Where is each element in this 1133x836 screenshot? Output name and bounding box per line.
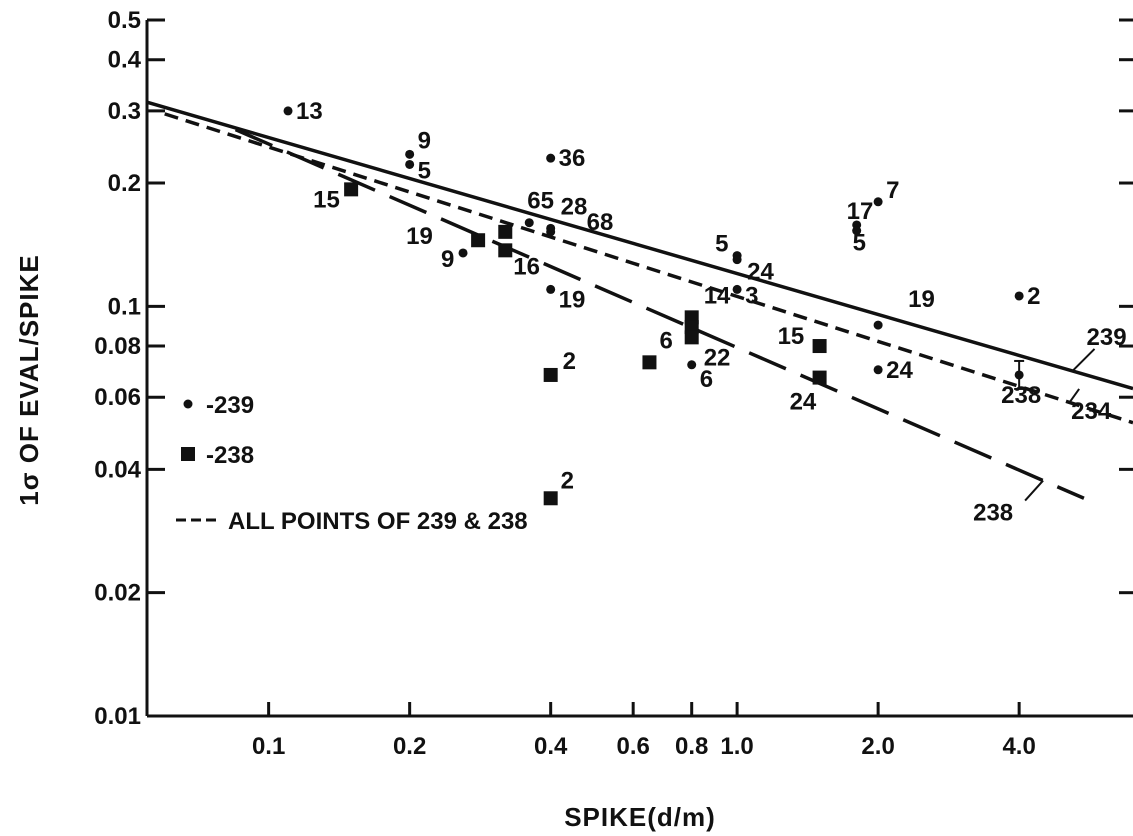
point-label: 28 <box>561 193 588 220</box>
x-tick-label: 4.0 <box>1002 733 1035 760</box>
annotation-leader <box>1068 388 1080 404</box>
point-label: 24 <box>747 259 774 286</box>
point-239 <box>732 255 742 265</box>
point-239 <box>732 284 742 294</box>
point-label: 9 <box>418 127 431 154</box>
point-239 <box>458 248 468 258</box>
point-238 <box>684 330 699 345</box>
x-tick-label: 1.0 <box>720 733 753 760</box>
data-points <box>283 106 1025 506</box>
point-label: 17 <box>847 198 874 225</box>
point-label: 36 <box>559 145 586 172</box>
legend-label: -238 <box>206 442 254 469</box>
x-tick-label: 2.0 <box>861 733 894 760</box>
x-axis-title: SPIKE(d/m) <box>564 802 716 832</box>
point-238 <box>543 367 558 382</box>
point-label: 14 <box>704 282 731 309</box>
point-label: 19 <box>559 286 586 313</box>
fit-line-short-dash <box>164 112 1133 425</box>
y-tick-label: 0.08 <box>94 333 141 360</box>
point-label: 19 <box>406 223 433 250</box>
point-239 <box>873 197 883 207</box>
legend: -239 -238 ALL POINTS OF 239 & 238 <box>176 392 528 535</box>
point-label: 24 <box>886 357 913 384</box>
legend-marker-square <box>181 447 195 461</box>
point-label: 5 <box>853 230 866 257</box>
point-label: 13 <box>296 98 323 125</box>
point-label: 2 <box>563 348 576 375</box>
y-tick-label: 0.06 <box>94 384 141 411</box>
point-label: 24 <box>790 389 817 416</box>
point-238 <box>344 182 359 197</box>
y-tick-label: 0.01 <box>94 703 141 730</box>
legend-label: -239 <box>206 392 254 419</box>
point-239 <box>524 218 534 228</box>
fit-line-label-239: 239 <box>1087 324 1127 351</box>
point-label: 15 <box>778 323 805 350</box>
point-label: 7 <box>886 177 899 204</box>
y-tick-label: 0.04 <box>94 456 141 483</box>
y-axis-title: 1σ OF EVAL/SPIKE <box>14 254 44 505</box>
point-239 <box>873 320 883 330</box>
point-label: 19 <box>908 286 935 313</box>
point-239 <box>1014 291 1024 301</box>
x-tick-label: 0.8 <box>675 733 708 760</box>
x-tick-label: 0.1 <box>252 733 285 760</box>
x-tick-label: 0.4 <box>534 733 568 760</box>
x-tick-label: 0.6 <box>616 733 649 760</box>
y-tick-label: 0.4 <box>108 47 142 74</box>
fit-line-long-dash <box>234 128 1085 500</box>
point-239 <box>405 159 415 169</box>
fit-label-leader <box>1071 348 1096 372</box>
point-239 <box>687 360 697 370</box>
y-tick-label: 0.5 <box>108 7 141 34</box>
point-238 <box>543 491 558 506</box>
point-label: 5 <box>715 231 728 258</box>
x-tick-label: 0.2 <box>393 733 426 760</box>
point-238 <box>642 355 657 370</box>
point-label: 3 <box>745 282 758 309</box>
point-239 <box>546 153 556 163</box>
point-238 <box>498 224 513 239</box>
fit-label-leader <box>1024 479 1044 502</box>
fit-line-label-238: 238 <box>973 500 1013 527</box>
axes: 0.5 0.4 0.3 0.2 0.1 0.08 0.06 0.04 0.02 0.01 0.1 0.… <box>94 7 1133 760</box>
point-239 <box>546 284 556 294</box>
point-239 <box>852 226 862 236</box>
fit-line-solid <box>146 100 1133 391</box>
y-tick-label: 0.1 <box>108 293 141 320</box>
point-239 <box>546 227 556 237</box>
point-label: 16 <box>513 253 540 280</box>
point-238 <box>498 243 513 258</box>
y-tick-label: 0.3 <box>108 98 141 125</box>
point-label: 65 <box>527 188 554 215</box>
point-239 <box>405 149 415 159</box>
y-tick-label: 0.2 <box>108 170 141 197</box>
point-label: 5 <box>418 157 431 184</box>
point-label: 238 <box>1001 382 1041 409</box>
legend-label: ALL POINTS OF 239 & 238 <box>228 508 528 535</box>
point-label: 22 <box>704 344 731 371</box>
point-238 <box>812 370 827 385</box>
point-label: 15 <box>313 186 340 213</box>
point-label: 6 <box>700 366 713 393</box>
point-239 <box>873 365 883 375</box>
point-label: 9 <box>441 246 454 273</box>
point-label: 2 <box>1027 283 1040 310</box>
point-label: 6 <box>659 327 672 354</box>
annotation-label: 234 <box>1071 398 1112 425</box>
point-238 <box>471 233 486 248</box>
legend-marker-circle <box>183 399 193 409</box>
point-238 <box>812 339 827 354</box>
point-label: 68 <box>587 209 614 236</box>
y-tick-label: 0.02 <box>94 580 141 607</box>
point-239 <box>283 106 293 116</box>
point-label: 2 <box>561 467 574 494</box>
